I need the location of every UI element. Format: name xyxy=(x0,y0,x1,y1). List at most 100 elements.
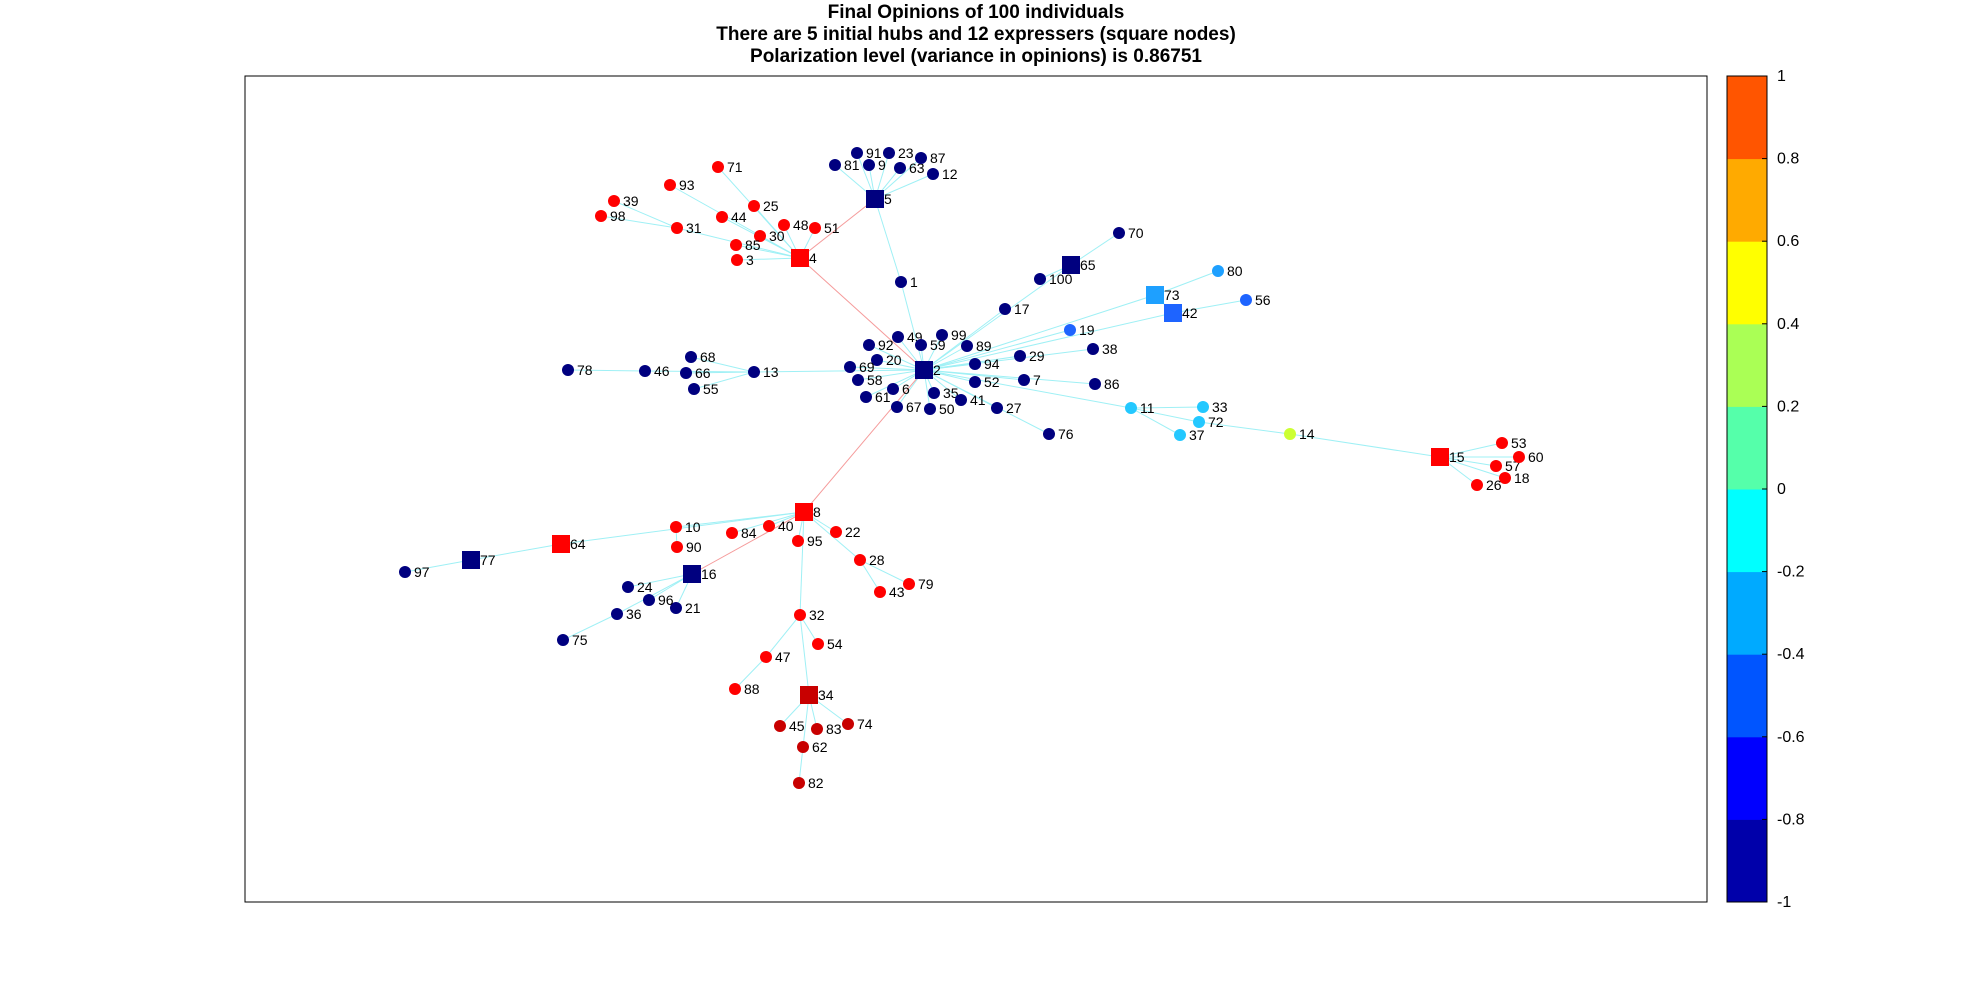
node-circle-66 xyxy=(680,367,692,379)
node-circle-17 xyxy=(999,303,1011,315)
node-label-44: 44 xyxy=(731,209,747,225)
node-64: 64 xyxy=(552,535,586,553)
node-90: 90 xyxy=(671,539,702,555)
node-87: 87 xyxy=(915,150,946,166)
node-label-24: 24 xyxy=(637,579,653,595)
node-label-97: 97 xyxy=(414,564,430,580)
node-27: 27 xyxy=(991,400,1022,416)
colorbar-tick-label-1: 0.8 xyxy=(1777,151,1799,168)
colorbar-band-1 xyxy=(1727,736,1767,820)
colorbar: 1 0.8 0.6 0.4 0.2 0 -0.2 -0.4 -0.6 -0.8 -1 xyxy=(1726,68,1805,911)
edge-13-55 xyxy=(693,371,755,390)
edge-46-78 xyxy=(567,369,646,372)
node-label-23: 23 xyxy=(898,145,914,161)
nodes-layer: 123 4567891011121314151617181920212223242… xyxy=(399,145,1544,791)
node-circle-60 xyxy=(1513,451,1525,463)
node-label-76: 76 xyxy=(1058,426,1074,442)
node-7: 7 xyxy=(1018,372,1041,388)
colorbar-band-2 xyxy=(1727,654,1767,738)
node-circle-14 xyxy=(1284,428,1296,440)
node-label-21: 21 xyxy=(685,600,701,616)
node-circle-13 xyxy=(748,366,760,378)
node-label-92: 92 xyxy=(878,337,894,353)
node-label-5: 5 xyxy=(884,191,892,207)
node-25: 25 xyxy=(748,198,779,214)
node-circle-6 xyxy=(887,383,899,395)
node-2: 2 xyxy=(915,361,941,379)
node-circle-41 xyxy=(955,394,967,406)
node-24: 24 xyxy=(622,579,653,595)
node-56: 56 xyxy=(1240,292,1271,308)
edge-4-2 xyxy=(799,257,925,371)
node-circle-21 xyxy=(670,602,682,614)
node-label-82: 82 xyxy=(808,775,824,791)
edge-11-37 xyxy=(1130,407,1181,436)
colorbar-tick-label-10: -1 xyxy=(1777,894,1791,911)
node-88: 88 xyxy=(729,681,760,697)
node-circle-94 xyxy=(969,358,981,370)
node-23: 23 xyxy=(883,145,914,161)
node-label-58: 58 xyxy=(867,372,883,388)
node-55: 55 xyxy=(688,381,719,397)
node-label-31: 31 xyxy=(686,220,702,236)
node-28: 28 xyxy=(854,552,885,568)
edge-72-14 xyxy=(1198,421,1291,435)
colorbar-band-5 xyxy=(1727,406,1767,490)
node-70: 70 xyxy=(1113,225,1144,241)
node-label-32: 32 xyxy=(809,607,825,623)
edge-13-66 xyxy=(685,371,755,374)
edge-2-1 xyxy=(900,281,925,371)
node-circle-22 xyxy=(830,526,842,538)
node-81: 81 xyxy=(829,157,860,173)
node-76: 76 xyxy=(1043,426,1074,442)
edge-8-32 xyxy=(799,511,805,616)
node-97: 97 xyxy=(399,564,430,580)
edge-1-5 xyxy=(874,198,902,283)
node-label-4: 4 xyxy=(809,250,817,266)
node-circle-39 xyxy=(608,195,620,207)
edge-14-15 xyxy=(1289,433,1441,458)
node-circle-26 xyxy=(1471,479,1483,491)
edge-62-82 xyxy=(798,746,804,784)
edge-2-86 xyxy=(923,369,1096,385)
node-59: 59 xyxy=(915,337,946,353)
node-label-64: 64 xyxy=(570,536,586,552)
colorbar-tick-label-0: 1 xyxy=(1777,68,1786,85)
node-square-64 xyxy=(552,535,570,553)
edge-4-71 xyxy=(717,166,801,259)
node-36: 36 xyxy=(611,606,642,622)
colorbar-band-4 xyxy=(1727,489,1767,573)
node-43: 43 xyxy=(874,584,905,600)
node-66: 66 xyxy=(680,365,711,381)
node-52: 52 xyxy=(969,374,1000,390)
node-69: 69 xyxy=(844,359,875,375)
node-circle-1 xyxy=(895,276,907,288)
node-circle-44 xyxy=(716,211,728,223)
edge-11-33 xyxy=(1130,406,1204,409)
node-label-87: 87 xyxy=(930,150,946,166)
node-label-11: 11 xyxy=(1140,400,1155,416)
colorbar-tick-label-9: -0.8 xyxy=(1777,811,1805,828)
node-86: 86 xyxy=(1089,376,1120,392)
node-circle-99 xyxy=(936,329,948,341)
node-label-59: 59 xyxy=(930,337,946,353)
edge-4-93 xyxy=(669,184,801,259)
node-label-100: 100 xyxy=(1049,271,1073,287)
edge-15-53 xyxy=(1439,442,1503,458)
edge-77-97 xyxy=(404,559,472,573)
node-37: 37 xyxy=(1174,427,1205,443)
edge-28-79 xyxy=(859,559,910,585)
node-label-42: 42 xyxy=(1182,305,1198,321)
node-83: 83 xyxy=(811,721,842,737)
node-label-2: 2 xyxy=(933,362,941,378)
edge-2-73 xyxy=(923,294,1156,371)
node-circle-27 xyxy=(991,402,1003,414)
node-46: 46 xyxy=(639,363,670,379)
node-label-93: 93 xyxy=(679,177,695,193)
node-circle-89 xyxy=(961,340,973,352)
node-circle-71 xyxy=(712,161,724,173)
node-93: 93 xyxy=(664,177,695,193)
node-label-68: 68 xyxy=(700,349,716,365)
node-12: 12 xyxy=(927,166,958,182)
node-label-14: 14 xyxy=(1299,426,1315,442)
